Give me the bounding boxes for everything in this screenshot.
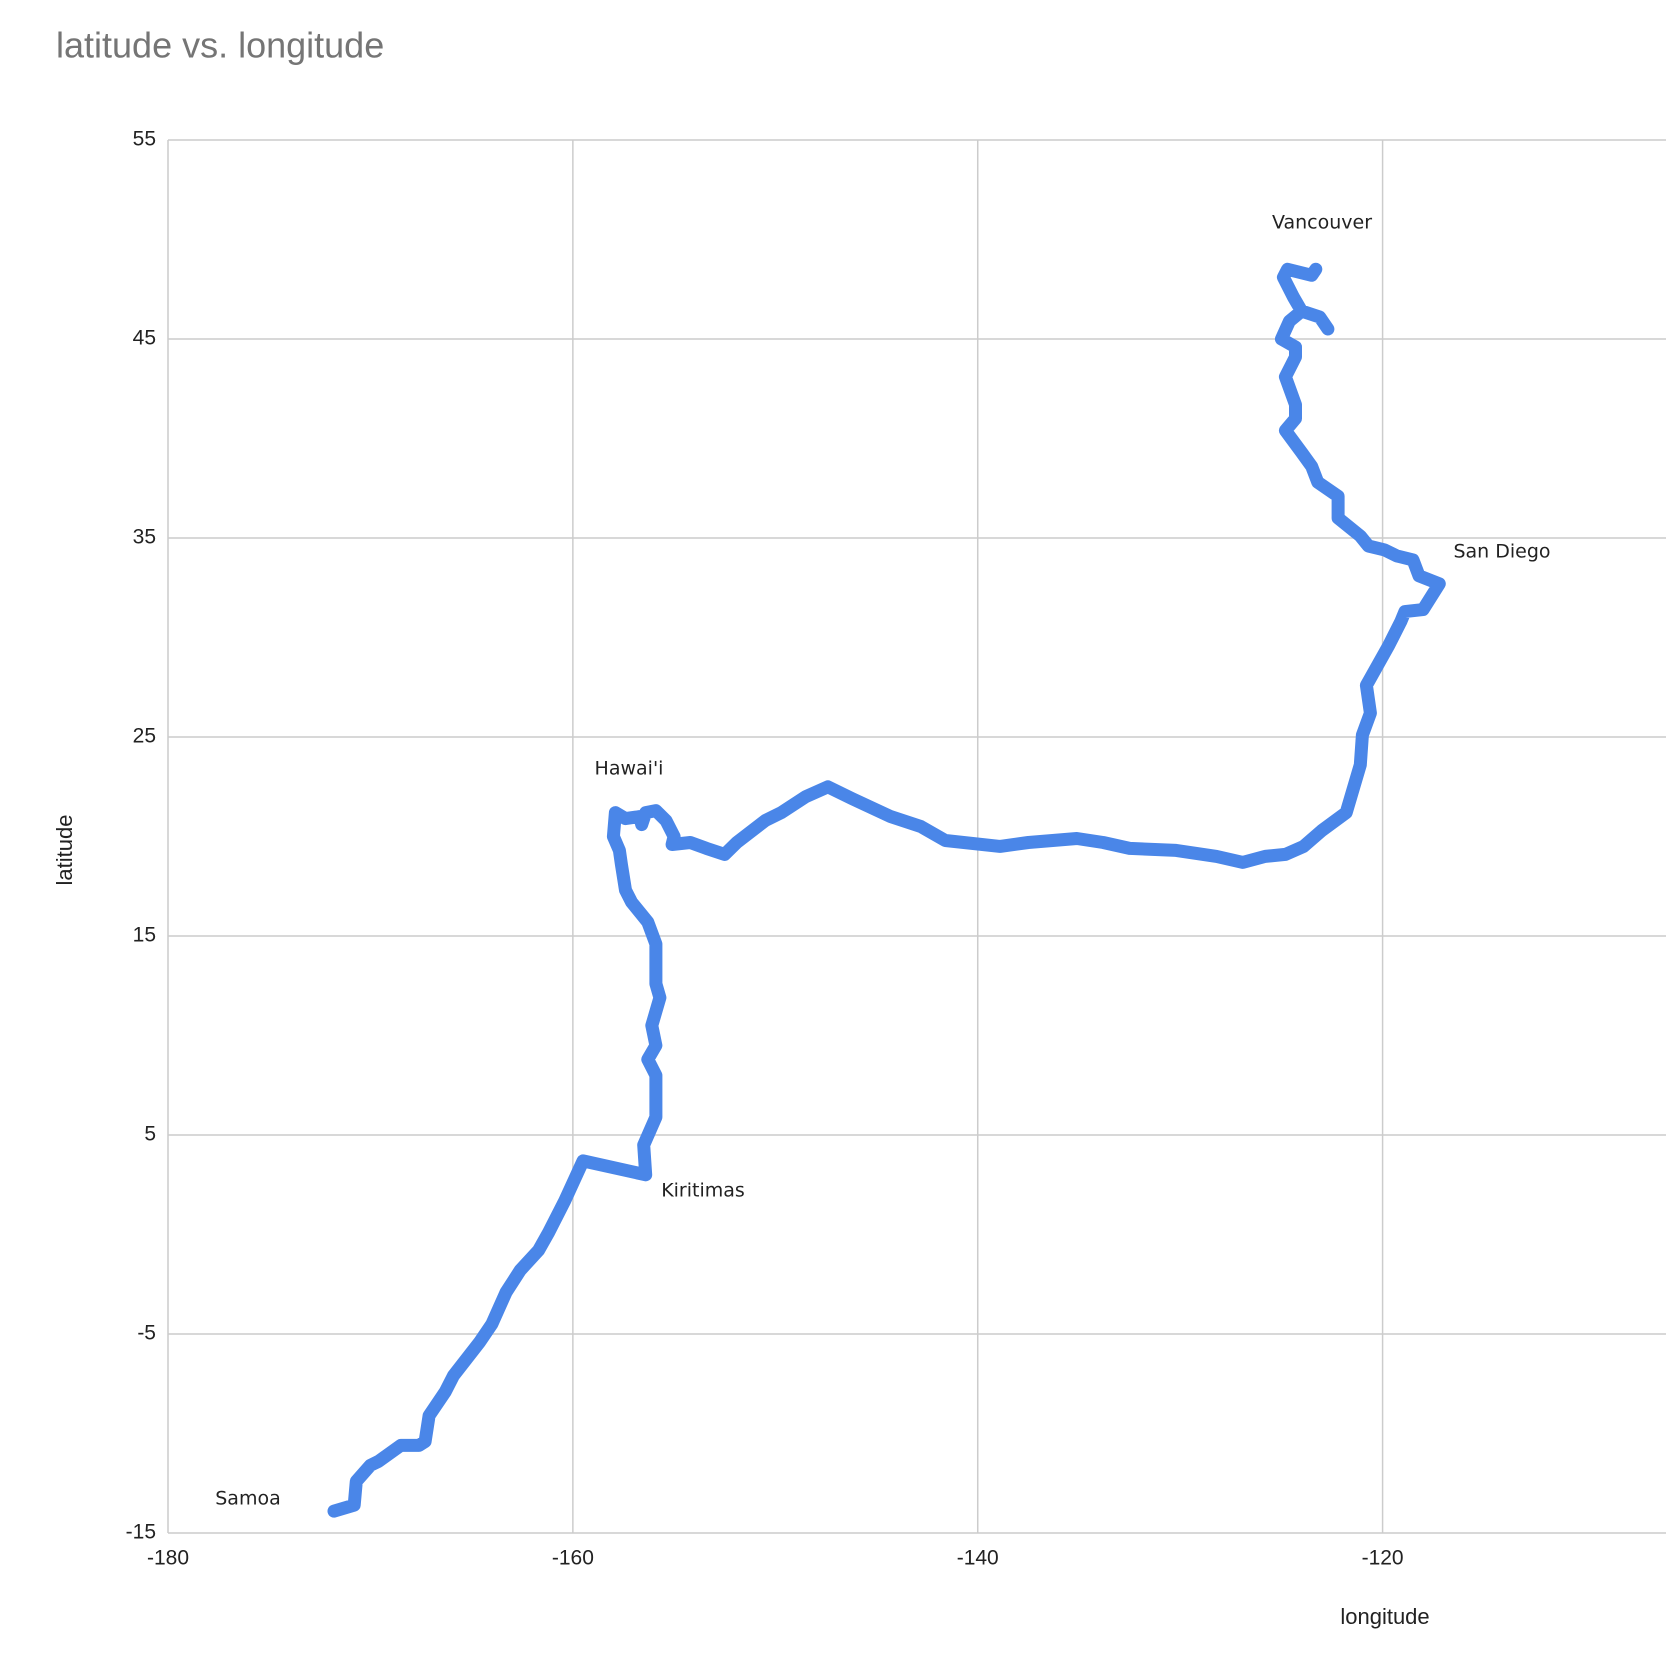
data-line [327,262,1446,1518]
x-tick-label: -160 [552,1547,594,1570]
y-tick-label: 45 [133,327,156,350]
x-tick-label: -180 [147,1547,189,1570]
annotation: San Diego [1453,541,1550,563]
annotation: Samoa [215,1488,280,1510]
y-axis-title: latitude [52,815,77,886]
y-tick-label: -5 [137,1322,156,1345]
y-tick-label: 25 [133,725,156,748]
y-tick-label: 5 [144,1123,156,1146]
x-tick-label: -140 [957,1547,999,1570]
annotation: Vancouver [1272,212,1372,234]
x-tick-label: -120 [1362,1547,1404,1570]
y-tick-label: -15 [126,1521,156,1544]
y-tick-label: 55 [133,128,156,151]
y-tick-label: 15 [133,924,156,947]
x-axis-title: longitude [1340,1604,1429,1629]
y-tick-label: 35 [133,526,156,549]
annotation: Kiritimas [661,1180,745,1202]
annotation: Hawai'i [595,758,664,780]
chart-title: latitude vs. longitude [56,25,384,66]
